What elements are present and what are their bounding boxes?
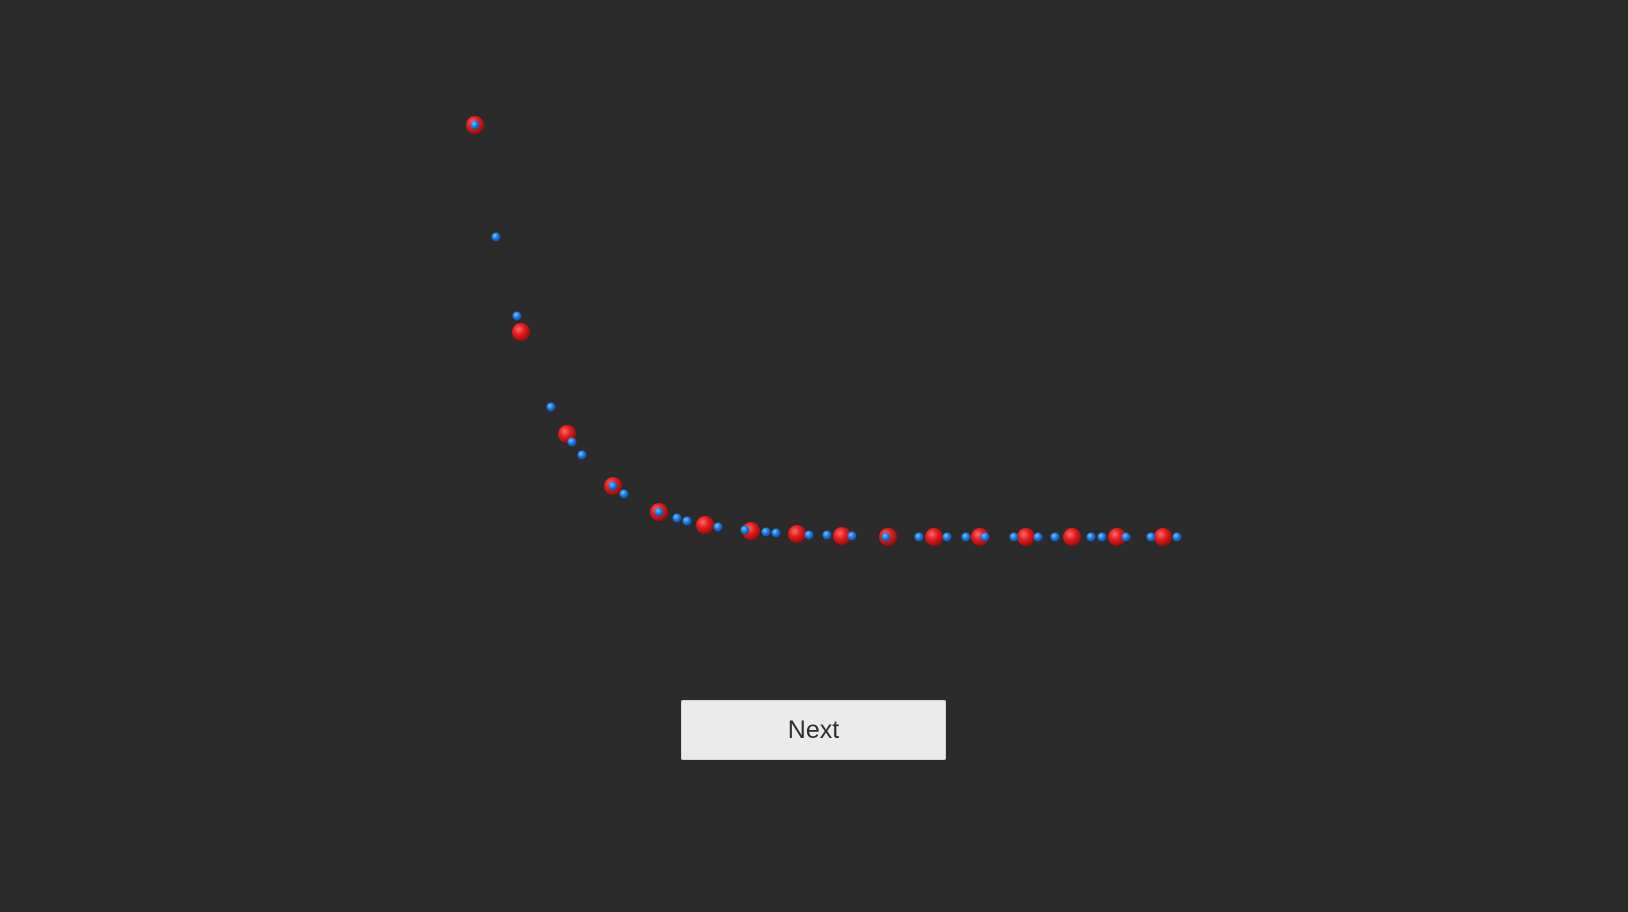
red-sphere <box>971 528 989 546</box>
red-sphere <box>512 323 530 341</box>
blue-sphere <box>771 528 781 538</box>
blue-sphere <box>1033 532 1043 542</box>
blue-sphere <box>577 450 587 460</box>
blue-sphere <box>1050 532 1060 542</box>
red-sphere <box>1108 528 1126 546</box>
blue-sphere <box>1009 532 1019 542</box>
blue-sphere <box>1121 532 1131 542</box>
blue-sphere <box>1097 532 1107 542</box>
blue-sphere <box>914 532 924 542</box>
next-button[interactable]: Next <box>681 700 946 760</box>
blue-sphere <box>546 402 556 412</box>
blue-sphere <box>608 481 618 491</box>
blue-sphere <box>567 437 577 447</box>
red-sphere-group <box>466 116 1172 546</box>
blue-sphere <box>682 516 692 526</box>
blue-sphere <box>980 532 990 542</box>
blue-sphere <box>713 522 723 532</box>
red-sphere <box>925 528 943 546</box>
blue-sphere <box>470 120 480 130</box>
blue-sphere <box>491 232 501 242</box>
blue-sphere <box>1146 532 1156 542</box>
red-sphere <box>833 527 851 545</box>
blue-sphere-group <box>470 120 1182 542</box>
blue-sphere <box>761 527 771 537</box>
blue-sphere <box>654 507 664 517</box>
blue-sphere <box>961 532 971 542</box>
red-sphere <box>788 525 806 543</box>
blue-sphere <box>942 532 952 542</box>
red-sphere <box>1154 528 1172 546</box>
blue-sphere <box>1086 532 1096 542</box>
blue-sphere <box>1172 532 1182 542</box>
blue-sphere <box>512 311 522 321</box>
red-sphere <box>696 516 714 534</box>
blue-sphere <box>740 525 750 535</box>
blue-sphere <box>881 532 891 542</box>
red-sphere <box>1063 528 1081 546</box>
blue-sphere <box>847 531 857 541</box>
blue-sphere <box>619 489 629 499</box>
blue-sphere <box>672 513 682 523</box>
blue-sphere <box>822 530 832 540</box>
blue-sphere <box>804 530 814 540</box>
red-sphere <box>1017 528 1035 546</box>
